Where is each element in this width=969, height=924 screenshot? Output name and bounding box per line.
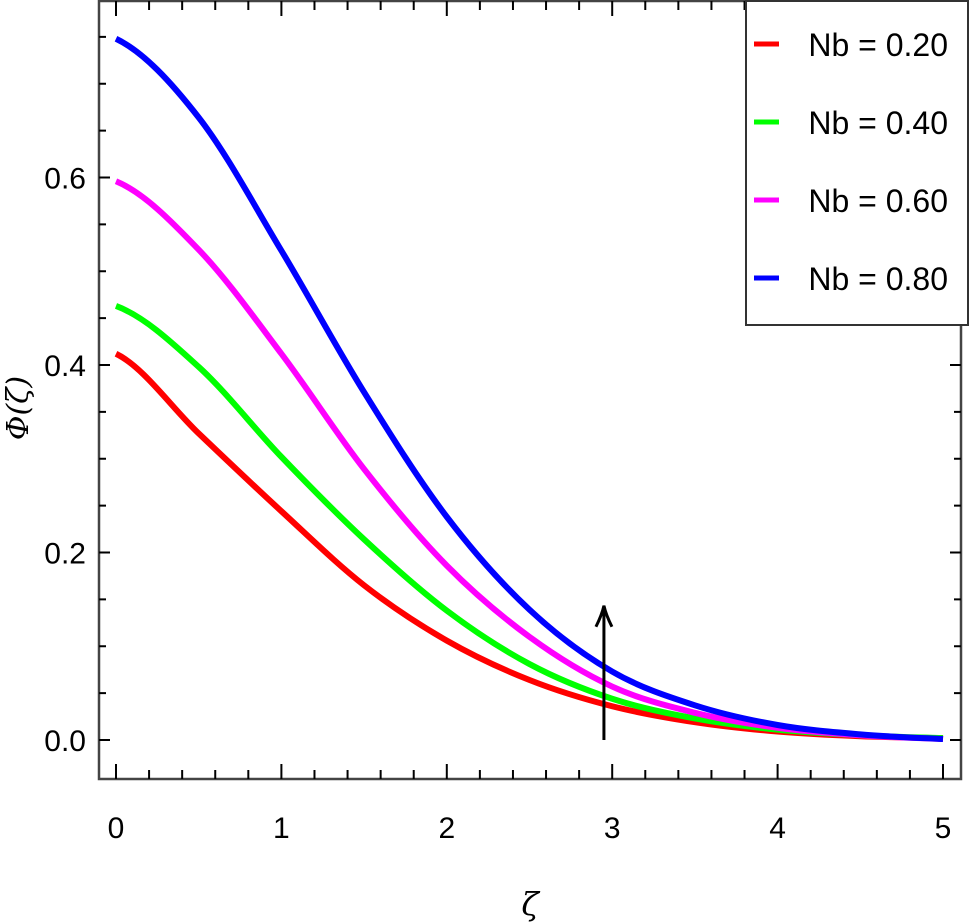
x-tick-label: 1 (273, 812, 290, 845)
x-tick-label: 5 (935, 812, 952, 845)
x-tick-label: 4 (769, 812, 786, 845)
curve-080 (114, 36, 944, 743)
tick-labels: 0 1 2 3 4 5 0.0 0.2 0.4 0.6 (44, 163, 951, 846)
legend-item: Nb = 0.20 (754, 27, 948, 63)
legend-label: Nb = 0.80 (808, 261, 948, 297)
legend-label: Nb = 0.20 (808, 27, 948, 63)
curves (114, 36, 944, 743)
plot-frame (97, 0, 963, 781)
legend: Nb = 0.20 Nb = 0.40 Nb = 0.60 Nb = 0.80 (745, 0, 969, 326)
legend-label: Nb = 0.40 (808, 105, 948, 141)
y-tick-label: 0.2 (44, 538, 86, 571)
legend-item: Nb = 0.60 (754, 183, 948, 219)
curve-040 (114, 303, 944, 742)
legend-label: Nb = 0.60 (808, 183, 948, 219)
x-axis-title: ζ (521, 885, 540, 923)
increase-arrow-icon (594, 605, 614, 740)
legend-item: Nb = 0.80 (754, 261, 948, 297)
x-tick-label: 0 (108, 812, 125, 845)
y-axis-title: Φ(ζ) (1, 376, 36, 440)
x-tick-label: 2 (438, 812, 455, 845)
y-tick-label: 0.6 (44, 163, 86, 196)
x-tick-label: 3 (604, 812, 621, 845)
y-tick-label: 0.4 (44, 350, 86, 383)
y-tick-label: 0.0 (44, 725, 86, 758)
legend-box (745, 0, 969, 326)
legend-item: Nb = 0.40 (754, 105, 948, 141)
